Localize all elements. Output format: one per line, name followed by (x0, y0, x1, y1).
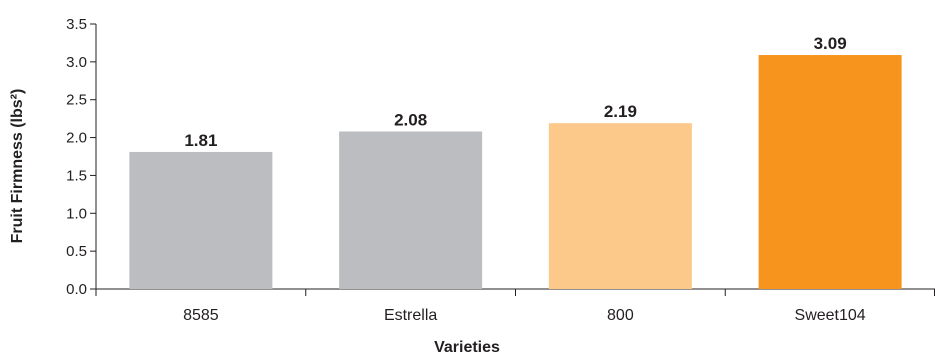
y-tick-label: 2.0 (66, 130, 87, 147)
y-tick-label: 1.5 (66, 167, 87, 184)
bar-value-label: 1.81 (184, 131, 217, 150)
category-label: Estrella (384, 307, 437, 324)
y-tick-label: 3.5 (66, 16, 87, 33)
y-axis-title: Fruit Firmness (lbs²) (9, 89, 26, 244)
category-label: Sweet104 (795, 307, 866, 324)
bar (129, 151, 273, 289)
y-tick-label: 3.0 (66, 54, 87, 71)
category-labels: 8585 Estrella 800 Sweet104 (183, 307, 866, 324)
bar-value-label: 2.19 (604, 102, 637, 121)
y-tick-label: 0.5 (66, 243, 87, 260)
y-tick-label: 1.0 (66, 205, 87, 222)
y-tick-label: 2.5 (66, 92, 87, 109)
category-label: 800 (607, 307, 634, 324)
value-labels: 1.81 2.08 2.19 3.09 (184, 34, 846, 150)
x-axis-title: Varieties (434, 339, 500, 356)
bars (129, 55, 902, 289)
bar-value-label: 3.09 (814, 34, 847, 53)
bar (339, 131, 483, 289)
y-axis: 0.0 0.5 1.0 1.5 2.0 2.5 3.0 3.5 (66, 16, 97, 298)
y-tick-label: 0.0 (66, 281, 87, 298)
x-axis (95, 288, 935, 296)
category-label: 8585 (183, 307, 219, 324)
bar (758, 55, 902, 289)
bar (548, 123, 692, 289)
bar-value-label: 2.08 (394, 111, 427, 130)
